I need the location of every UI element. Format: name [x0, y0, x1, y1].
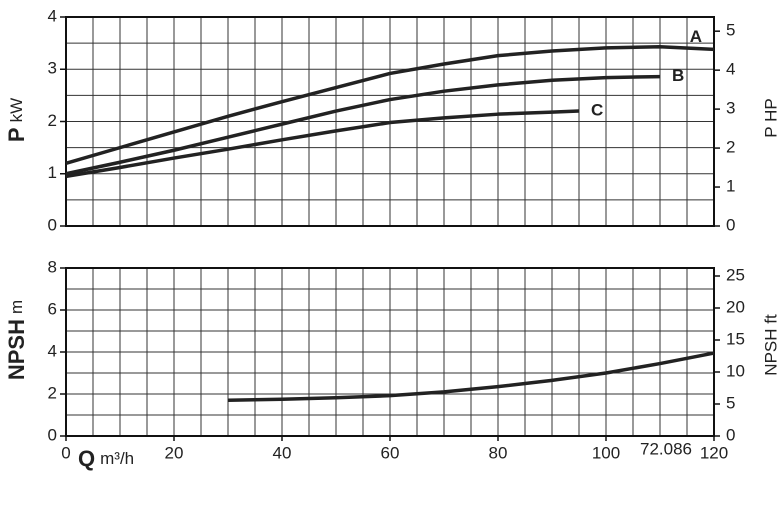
- y2-tick-label: 3: [726, 99, 735, 118]
- x-tick-label: 60: [381, 443, 400, 462]
- curve-label: C: [591, 101, 603, 120]
- y-tick-label: 2: [48, 111, 57, 130]
- x-tick-label: 80: [489, 443, 508, 462]
- curve: [65, 109, 580, 179]
- y-axis-label: NPSH m: [4, 300, 29, 380]
- y-axis-label: PkW: [4, 98, 29, 142]
- x-tick-label: 100: [592, 443, 620, 462]
- y-axis-label-unit: m: [7, 300, 26, 314]
- y-tick-label: 8: [48, 257, 57, 276]
- y-tick-label: 0: [48, 215, 57, 234]
- x-tick-label: 0: [61, 443, 70, 462]
- x-axis-label-main: Q: [78, 446, 95, 471]
- y2-tick-label: 0: [726, 425, 735, 444]
- y2-tick-label: 4: [726, 60, 735, 79]
- y-tick-label: 4: [48, 6, 57, 25]
- y2-tick-label: 2: [726, 138, 735, 157]
- y2-axis-label: P HP: [761, 98, 780, 137]
- curve: [65, 74, 661, 176]
- x-tick-label: 120: [700, 443, 728, 462]
- y-axis-label-main: NPSH: [4, 319, 29, 380]
- y2-tick-label: 20: [726, 297, 745, 316]
- y-tick-label: 1: [48, 163, 57, 182]
- y-axis-label-unit: kW: [7, 98, 26, 123]
- y2-tick-label: 5: [726, 393, 735, 412]
- y2-tick-label: 10: [726, 361, 745, 380]
- curve: [227, 351, 715, 403]
- curve: [65, 45, 715, 165]
- y2-axis-label: NPSH ft: [761, 314, 780, 376]
- y2-tick-label: 0: [726, 215, 735, 234]
- y2-tick-label: 1: [726, 177, 735, 196]
- y2-tick-label: 5: [726, 21, 735, 40]
- y2-tick-label: 15: [726, 329, 745, 348]
- y-tick-label: 3: [48, 59, 57, 78]
- y-tick-label: 6: [48, 299, 57, 318]
- y-tick-label: 4: [48, 341, 57, 360]
- curve-label: B: [672, 66, 684, 85]
- y2-tick-label: 25: [726, 265, 745, 284]
- x-axis-label-unit: m³/h: [100, 449, 134, 468]
- curve-label: A: [690, 27, 702, 46]
- y-tick-label: 0: [48, 425, 57, 444]
- x-tick-label: 20: [165, 443, 184, 462]
- annotation: 72.086: [640, 439, 692, 458]
- x-tick-label: 40: [273, 443, 292, 462]
- y-tick-label: 2: [48, 383, 57, 402]
- y-axis-label-main: P: [4, 127, 29, 142]
